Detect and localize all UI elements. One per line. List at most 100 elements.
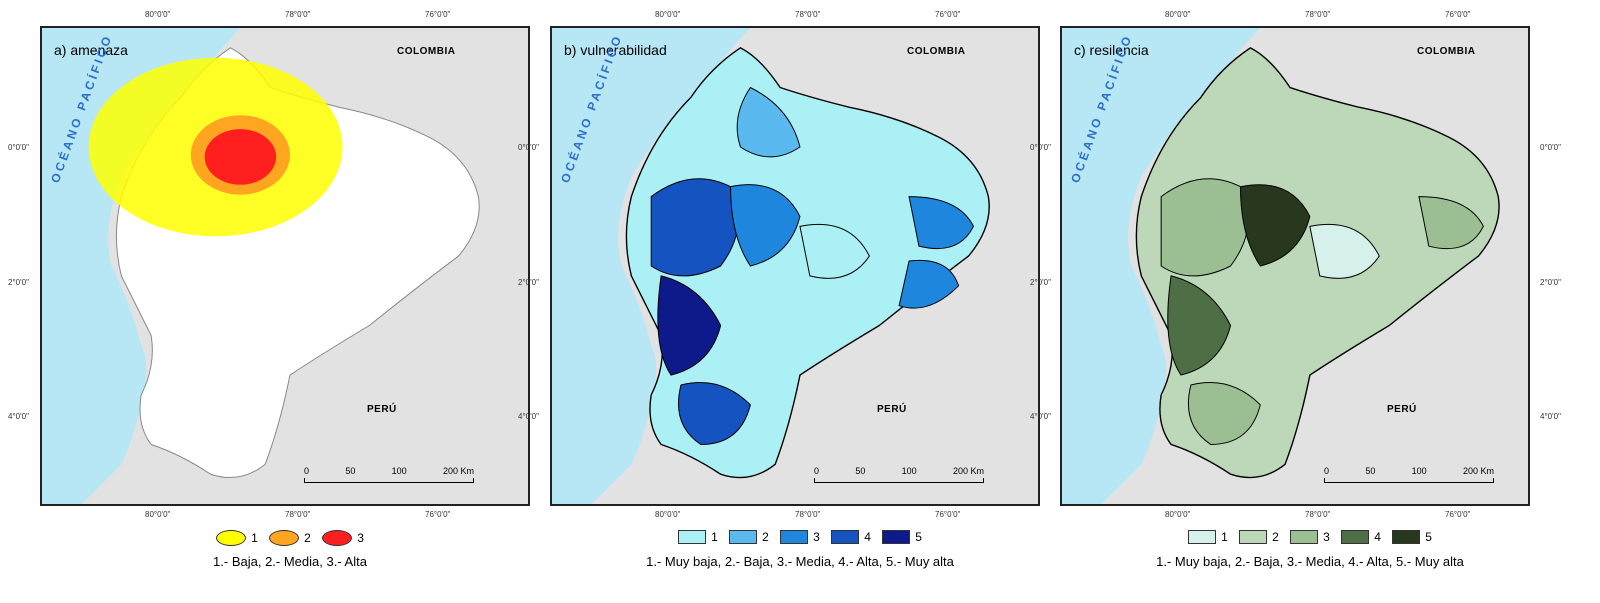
lon-tick-76: 76°0'0" [1445,10,1471,19]
lon-tick-80-bottom: 80°0'0" [1165,510,1191,519]
scale-tick-100: 100 [1411,466,1427,476]
lat-tick-2-b: 2°0'0" [518,278,539,287]
caption-amenaza: 1.- Baja, 2.- Media, 3.- Alta [213,554,367,569]
country-label-south: PERÚ [877,404,907,415]
lon-tick-80: 80°0'0" [145,10,171,19]
legend-label: 5 [1425,530,1432,544]
legend-swatch [729,530,758,544]
country-label-south: PERÚ [1387,404,1417,415]
lon-tick-80: 80°0'0" [1165,10,1191,19]
lon-tick-80: 80°0'0" [655,10,681,19]
lon-tick-76-bottom: 76°0'0" [1445,510,1471,519]
country-label-north: COLOMBIA [907,46,966,57]
lat-tick-2-c: 2°0'0" [1030,278,1051,287]
scale-tick-50: 50 [1365,466,1376,476]
lat-tick-0-b: 0°0'0" [518,143,539,152]
legend-item-1: 1 [678,530,718,544]
lon-tick-76: 76°0'0" [935,10,961,19]
lat-tick-4-a: 4°0'0" [8,412,29,421]
lat-tick-2-right: 2°0'0" [1540,278,1561,287]
lat-tick-4-b: 4°0'0" [518,412,539,421]
legend-label: 3 [1323,530,1330,544]
legend-label: 1 [1221,530,1228,544]
legend-item-2: 2 [269,530,311,546]
panel-amenaza: 80°0'0" 78°0'0" 76°0'0" a) amenaza COLOM… [40,0,540,603]
legend-swatch [1239,530,1268,544]
scale-bar: 0 50 100 200 Km [814,466,984,483]
panel-resilencia: 80°0'0" 78°0'0" 76°0'0" c) resilencia CO… [1060,0,1560,603]
lat-tick-2-a: 2°0'0" [8,278,29,287]
legend-label: 2 [1272,530,1279,544]
caption-resilencia: 1.- Muy baja, 2.- Baja, 3.- Media, 4.- A… [1156,554,1464,569]
panel-title: c) resilencia [1074,42,1149,58]
legend-swatch [1392,530,1421,544]
map-vulnerabilidad [552,28,990,504]
legend-swatch [322,530,353,546]
legend-vulnerabilidad: 1 2 3 4 5 [550,530,1050,547]
country-label-north: COLOMBIA [397,46,456,57]
legend-swatch [1341,530,1370,544]
legend-swatch [1188,530,1217,544]
threat-zones [88,57,343,237]
lon-tick-78: 78°0'0" [795,10,821,19]
lat-tick-4-right: 4°0'0" [1540,412,1561,421]
scale-tick-0: 0 [1324,466,1330,476]
scale-tick-0: 0 [304,466,310,476]
resilience-regions [1160,178,1484,445]
legend-label: 3 [357,531,364,545]
ocean [1062,28,1261,504]
map-amenaza [42,28,480,504]
map-frame-resilencia: c) resilencia COLOMBIA PERÚ 0 50 100 200… [1060,26,1530,506]
map-frame-amenaza: a) amenaza COLOMBIA PERÚ 0 50 100 200 Km [40,26,530,506]
scale-bar: 0 50 100 200 Km [1324,466,1494,483]
legend-item-2: 2 [1239,530,1279,544]
ocean [552,28,751,504]
legend-item-3: 3 [322,530,364,546]
legend-item-5: 5 [882,530,922,544]
legend-label: 2 [762,530,769,544]
lon-tick-76-bottom: 76°0'0" [935,510,961,519]
lon-tick-76-bottom: 76°0'0" [425,510,451,519]
map-resilencia [1062,28,1500,504]
legend-label: 4 [864,530,871,544]
legend-swatch [780,530,809,544]
legend-swatch [882,530,911,544]
scale-tick-100: 100 [901,466,917,476]
panel-vulnerabilidad: 80°0'0" 78°0'0" 76°0'0" b) vulnerabilida… [550,0,1050,603]
legend-item-3: 3 [1290,530,1330,544]
legend-item-1: 1 [1188,530,1228,544]
map-frame-vulnerabilidad: b) vulnerabilidad COLOMBIA PERÚ 0 50 100… [550,26,1040,506]
legend-swatch [269,530,300,546]
legend-swatch [216,530,247,546]
panel-title: b) vulnerabilidad [564,42,667,58]
legend-label: 3 [813,530,820,544]
lon-tick-80-bottom: 80°0'0" [145,510,171,519]
lon-tick-80-bottom: 80°0'0" [655,510,681,519]
lon-tick-78-bottom: 78°0'0" [285,510,311,519]
legend-item-3: 3 [780,530,820,544]
scale-tick-0: 0 [814,466,820,476]
scale-tick-200: 200 Km [1462,466,1494,476]
lon-tick-78-bottom: 78°0'0" [1305,510,1331,519]
scale-tick-50: 50 [345,466,356,476]
scale-tick-200: 200 Km [442,466,474,476]
legend-item-5: 5 [1392,530,1432,544]
legend-item-4: 4 [831,530,871,544]
scale-tick-50: 50 [855,466,866,476]
scale-tick-100: 100 [391,466,407,476]
legend-label: 1 [711,530,718,544]
country-label-north: COLOMBIA [1417,46,1476,57]
legend-label: 5 [915,530,922,544]
lat-tick-0-c: 0°0'0" [1030,143,1051,152]
lon-tick-78: 78°0'0" [1305,10,1331,19]
legend-label: 1 [251,531,258,545]
lat-tick-0-right: 0°0'0" [1540,143,1561,152]
scale-tick-200: 200 Km [952,466,984,476]
legend-item-1: 1 [216,530,258,546]
country-label-south: PERÚ [367,404,397,415]
lat-tick-0-a: 0°0'0" [8,143,29,152]
panel-title: a) amenaza [54,42,128,58]
legend-label: 4 [1374,530,1381,544]
legend-swatch [1290,530,1319,544]
legend-item-2: 2 [729,530,769,544]
